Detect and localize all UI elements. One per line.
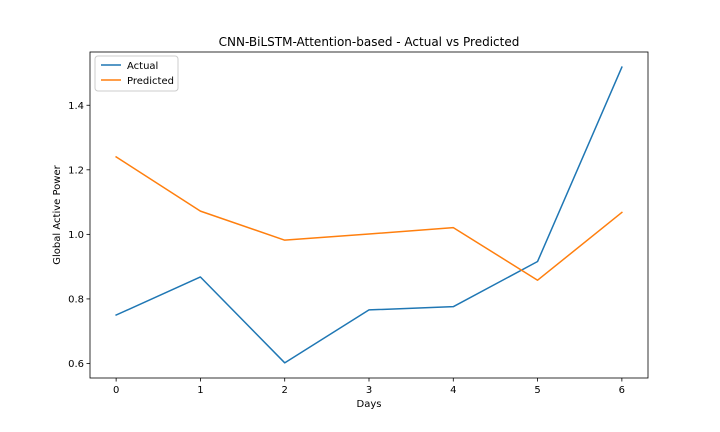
- x-tick-label: 1: [197, 385, 203, 396]
- x-axis: 0 1 2 3 4 5 6: [113, 378, 625, 396]
- legend-label-actual: Actual: [127, 61, 158, 72]
- y-tick-label: 1.2: [68, 165, 84, 176]
- x-tick-label: 5: [534, 385, 540, 396]
- y-tick-label: 1.0: [68, 230, 84, 241]
- x-axis-label: Days: [357, 399, 382, 410]
- legend-label-predicted: Predicted: [127, 76, 174, 87]
- y-axis: 0.6 0.8 1.0 1.2 1.4: [68, 101, 90, 370]
- plot-area: [89, 51, 649, 379]
- x-tick-label: 4: [450, 385, 456, 396]
- x-tick-label: 2: [282, 385, 288, 396]
- x-tick-label: 6: [619, 385, 625, 396]
- series-group: [115, 66, 623, 364]
- y-tick-label: 0.8: [68, 294, 84, 305]
- legend: Actual Predicted: [94, 55, 179, 92]
- x-tick-label: 3: [366, 385, 372, 396]
- y-tick-label: 1.4: [68, 101, 84, 112]
- series-line-actual: [115, 66, 623, 364]
- chart-title: CNN-BiLSTM-Attention-based - Actual vs P…: [219, 35, 520, 49]
- series-line-predicted: [115, 155, 623, 281]
- y-axis-label: Global Active Power: [52, 164, 63, 264]
- x-tick-label: 0: [113, 385, 119, 396]
- y-tick-label: 0.6: [68, 359, 84, 370]
